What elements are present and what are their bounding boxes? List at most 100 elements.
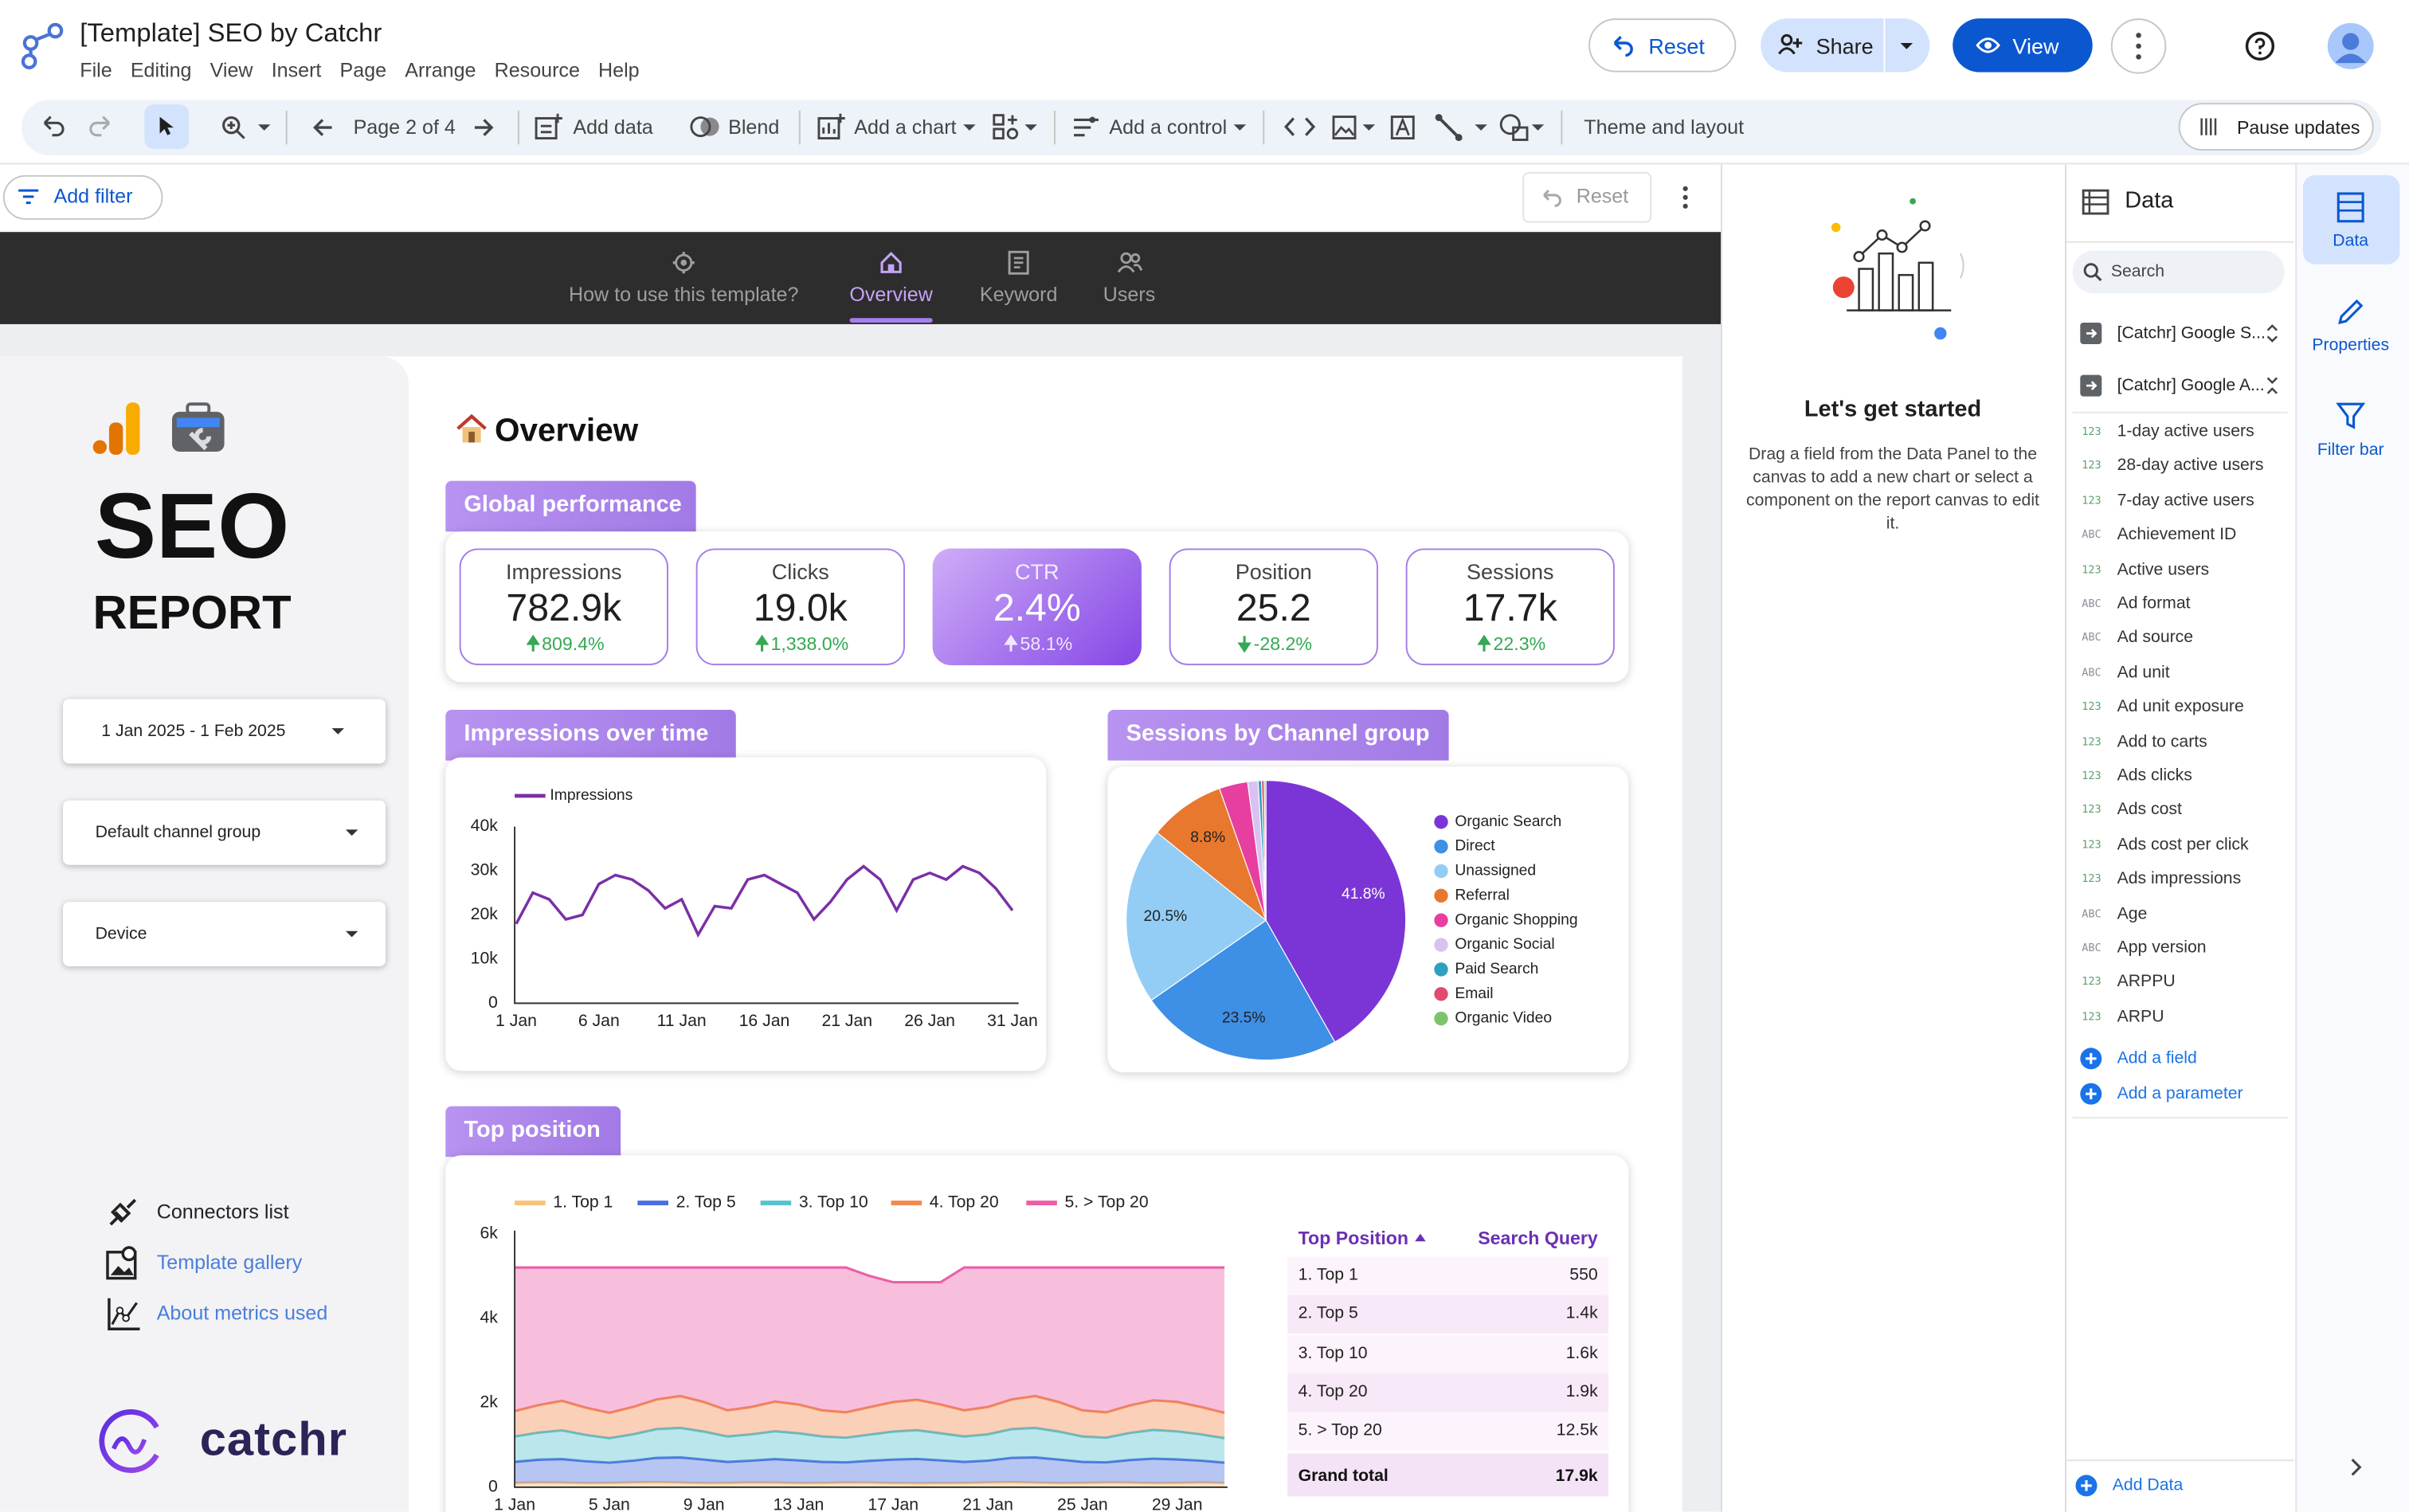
add-data-link[interactable]: Add Data: [2112, 1476, 2184, 1495]
table-cell: 4. Top 20: [1298, 1382, 1368, 1401]
menu-item[interactable]: Editing: [130, 58, 192, 82]
field-name[interactable]: Ads cost per click: [2117, 835, 2249, 854]
code-icon[interactable]: [1283, 117, 1316, 137]
avatar[interactable]: [2327, 22, 2374, 69]
collapse-chevron[interactable]: [2351, 1458, 2363, 1476]
more-button[interactable]: [2110, 18, 2167, 74]
component-icon[interactable]: [993, 114, 1020, 140]
sidebar-link[interactable]: Template gallery: [156, 1250, 303, 1274]
filter-control[interactable]: [63, 902, 386, 967]
blend[interactable]: Blend: [728, 115, 780, 139]
field-name[interactable]: App version: [2117, 938, 2207, 958]
field-name[interactable]: ARPU: [2117, 1007, 2164, 1026]
prev-page[interactable]: [311, 117, 333, 139]
console-logo-part: [189, 428, 212, 451]
share-caret-part: [1900, 42, 1913, 49]
add-data[interactable]: Add data: [573, 115, 653, 139]
data-source[interactable]: [Catchr] Google S...: [2117, 323, 2266, 343]
link-icon-part: [121, 1246, 137, 1262]
field-type: 123: [2082, 494, 2102, 507]
filter-control[interactable]: [63, 800, 386, 865]
filter-more[interactable]: [1682, 186, 1689, 209]
redo[interactable]: [88, 116, 112, 137]
get-started-illustration: [1831, 198, 1964, 340]
data-source[interactable]: [Catchr] Google A...: [2117, 376, 2265, 395]
field-name[interactable]: Ad unit exposure: [2117, 697, 2244, 717]
image-icon[interactable]: [1332, 116, 1357, 140]
page-tab[interactable]: How to use this template?: [568, 282, 799, 306]
menu-item[interactable]: Arrange: [405, 58, 476, 82]
help-icon-part: [2245, 31, 2275, 61]
search-placeholder: Search: [2110, 262, 2165, 281]
side-tab-selected[interactable]: [2302, 174, 2400, 264]
menu-item[interactable]: Insert: [271, 58, 322, 82]
field-name[interactable]: Ad source: [2117, 629, 2194, 648]
toolbar-divider: [1053, 110, 1056, 145]
field-name[interactable]: 7-day active users: [2117, 491, 2254, 510]
filter-control[interactable]: [63, 699, 386, 764]
field-name[interactable]: ARPPU: [2117, 973, 2176, 992]
side-tab-label[interactable]: Filter bar: [2317, 441, 2384, 460]
field-name[interactable]: 28-day active users: [2117, 456, 2264, 476]
field-name[interactable]: Ads cost: [2117, 801, 2182, 820]
link-icon: [109, 1198, 137, 1226]
shape-icon[interactable]: [1499, 114, 1530, 142]
theme-layout[interactable]: Theme and layout: [1584, 115, 1745, 139]
house-icon-part: [456, 413, 487, 430]
menu-item[interactable]: Resource: [494, 58, 580, 82]
menu-item[interactable]: File: [80, 58, 112, 82]
scorecard-value: 19.0k: [753, 586, 848, 630]
line-icon[interactable]: [1435, 114, 1463, 142]
add-icon-part: [2081, 1480, 2092, 1491]
data-panel-icon-part: [2082, 189, 2109, 215]
search-box[interactable]: [2072, 250, 2285, 294]
zoom[interactable]: [221, 116, 246, 140]
field-name[interactable]: Ad unit: [2117, 663, 2170, 682]
field-name[interactable]: 1-day active users: [2117, 422, 2254, 441]
blend-icon-part: [700, 117, 719, 136]
table-header[interactable]: Top Position: [1298, 1227, 1409, 1249]
reset-button[interactable]: [1588, 18, 1737, 72]
undo[interactable]: [41, 116, 66, 137]
field-name[interactable]: Active users: [2117, 560, 2210, 579]
field-name[interactable]: Age: [2117, 904, 2148, 923]
sidebar-link[interactable]: About metrics used: [156, 1301, 328, 1325]
add-parameter[interactable]: Add a parameter: [2117, 1084, 2243, 1103]
next-page[interactable]: [473, 117, 495, 139]
filter-reset[interactable]: [1522, 171, 1652, 223]
link-icon: [108, 1298, 140, 1330]
menu-item[interactable]: View: [210, 58, 253, 82]
table-header[interactable]: Search Query: [1478, 1227, 1598, 1249]
toolbar-divider: [798, 110, 801, 145]
get-started-illustration-part: [1832, 276, 1855, 299]
sidebar-link[interactable]: Connectors list: [156, 1200, 289, 1224]
change-arrow-part: [754, 634, 769, 652]
add-field[interactable]: Add a field: [2117, 1049, 2197, 1068]
image-caret: [1362, 124, 1376, 131]
add-chart[interactable]: Add a chart: [854, 115, 957, 139]
field-name[interactable]: Achievement ID: [2117, 525, 2237, 545]
help-icon[interactable]: [2245, 31, 2276, 62]
active-tab-underline: [849, 318, 933, 323]
table-row: [1287, 1295, 1609, 1334]
menu-item[interactable]: Help: [598, 58, 640, 82]
field-name[interactable]: Add to carts: [2117, 732, 2207, 751]
field-name[interactable]: Ad format: [2117, 594, 2191, 613]
textbox-icon[interactable]: [1390, 116, 1415, 140]
eye-icon-part: [1976, 37, 2000, 53]
page-tab[interactable]: Keyword: [979, 282, 1058, 306]
field-name[interactable]: Ads impressions: [2117, 869, 2242, 889]
field-name[interactable]: Ads clicks: [2117, 766, 2192, 785]
side-tab-label[interactable]: Properties: [2312, 336, 2390, 355]
menu-item[interactable]: Page: [339, 58, 387, 82]
add-filter[interactable]: [2, 174, 163, 220]
page-tab[interactable]: Overview: [849, 282, 933, 306]
scorecard-label: Sessions: [1467, 558, 1554, 584]
add-control[interactable]: Add a control: [1109, 115, 1228, 139]
side-tab-label[interactable]: Data: [2333, 232, 2369, 251]
get-started-illustration-part: [1959, 253, 1964, 279]
control-caret-part: [1233, 124, 1247, 131]
page-tab[interactable]: Users: [1103, 282, 1156, 306]
